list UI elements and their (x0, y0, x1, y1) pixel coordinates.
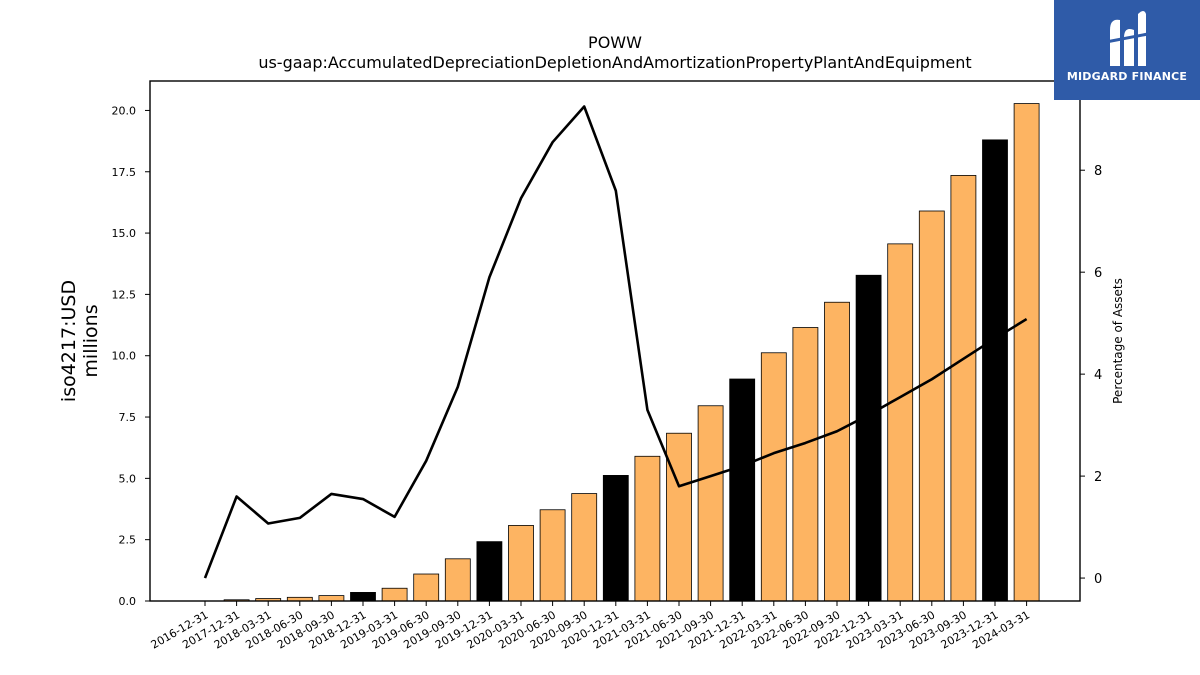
y-axis-label-line2: millions (80, 304, 102, 377)
bar-2024-03-31 (1013, 103, 1040, 602)
midgard-finance-logo: MIDGARD FINANCE (1054, 0, 1200, 100)
y-tick-label: 17.5 (112, 166, 137, 179)
y-tick-label: 15.0 (112, 227, 137, 240)
y-axis-label-line1: iso4217:USD (58, 280, 80, 402)
y-tick-label: 2.5 (119, 534, 137, 547)
bar-2020-09-30 (571, 493, 598, 602)
bar-2018-09-30 (318, 595, 345, 602)
bar-2023-03-31 (887, 243, 914, 602)
bar-2019-09-30 (444, 558, 471, 602)
y-tick-label: 0.0 (119, 595, 137, 608)
y-tick-label: 7.5 (119, 411, 137, 424)
percentage-line (203, 105, 1028, 579)
bar-2019-06-30 (413, 573, 440, 602)
y-tick-label: 12.5 (112, 288, 137, 301)
plot-frame (149, 80, 1081, 602)
bar-2022-06-30 (792, 327, 819, 602)
bar-2022-09-30 (824, 301, 850, 602)
bar-2023-09-30 (950, 175, 977, 602)
y2-tick-label: 0 (1094, 572, 1102, 587)
y2-tick-label: 2 (1094, 470, 1102, 485)
y2-tick-label: 6 (1094, 266, 1102, 281)
y2-axis-label: Percentage of Assets (1111, 278, 1125, 404)
y2-tick-label: 4 (1094, 368, 1102, 383)
logo-text: MIDGARD FINANCE (1066, 70, 1188, 83)
midgard-logo-icon (1105, 11, 1149, 66)
y-tick-label: 20.0 (112, 104, 137, 117)
bar-2021-12-31 (729, 378, 756, 602)
bar-2020-06-30 (539, 509, 566, 602)
bar-2021-06-30 (666, 432, 692, 602)
y-tick-label: 5.0 (119, 472, 137, 485)
chart-subtitle: us-gaap:AccumulatedDepreciationDepletion… (258, 53, 971, 72)
bar-2022-03-31 (760, 352, 787, 602)
bar-2021-09-30 (697, 405, 724, 602)
y-tick-label: 10.0 (112, 350, 137, 363)
chart-title: POWW (588, 33, 642, 52)
y2-tick-label: 8 (1094, 164, 1102, 179)
bar-2019-12-31 (476, 541, 503, 602)
bar-2022-12-31 (855, 274, 882, 602)
bar-2023-12-31 (982, 139, 1008, 602)
bar-series (223, 103, 1040, 602)
bar-2018-12-31 (350, 592, 376, 602)
bar-2021-03-31 (634, 455, 661, 602)
line-series (203, 105, 1028, 579)
bar-2023-06-30 (918, 210, 945, 602)
bar-2019-03-31 (381, 587, 408, 602)
bar-2020-03-31 (508, 525, 534, 602)
bar-2020-12-31 (602, 475, 629, 602)
